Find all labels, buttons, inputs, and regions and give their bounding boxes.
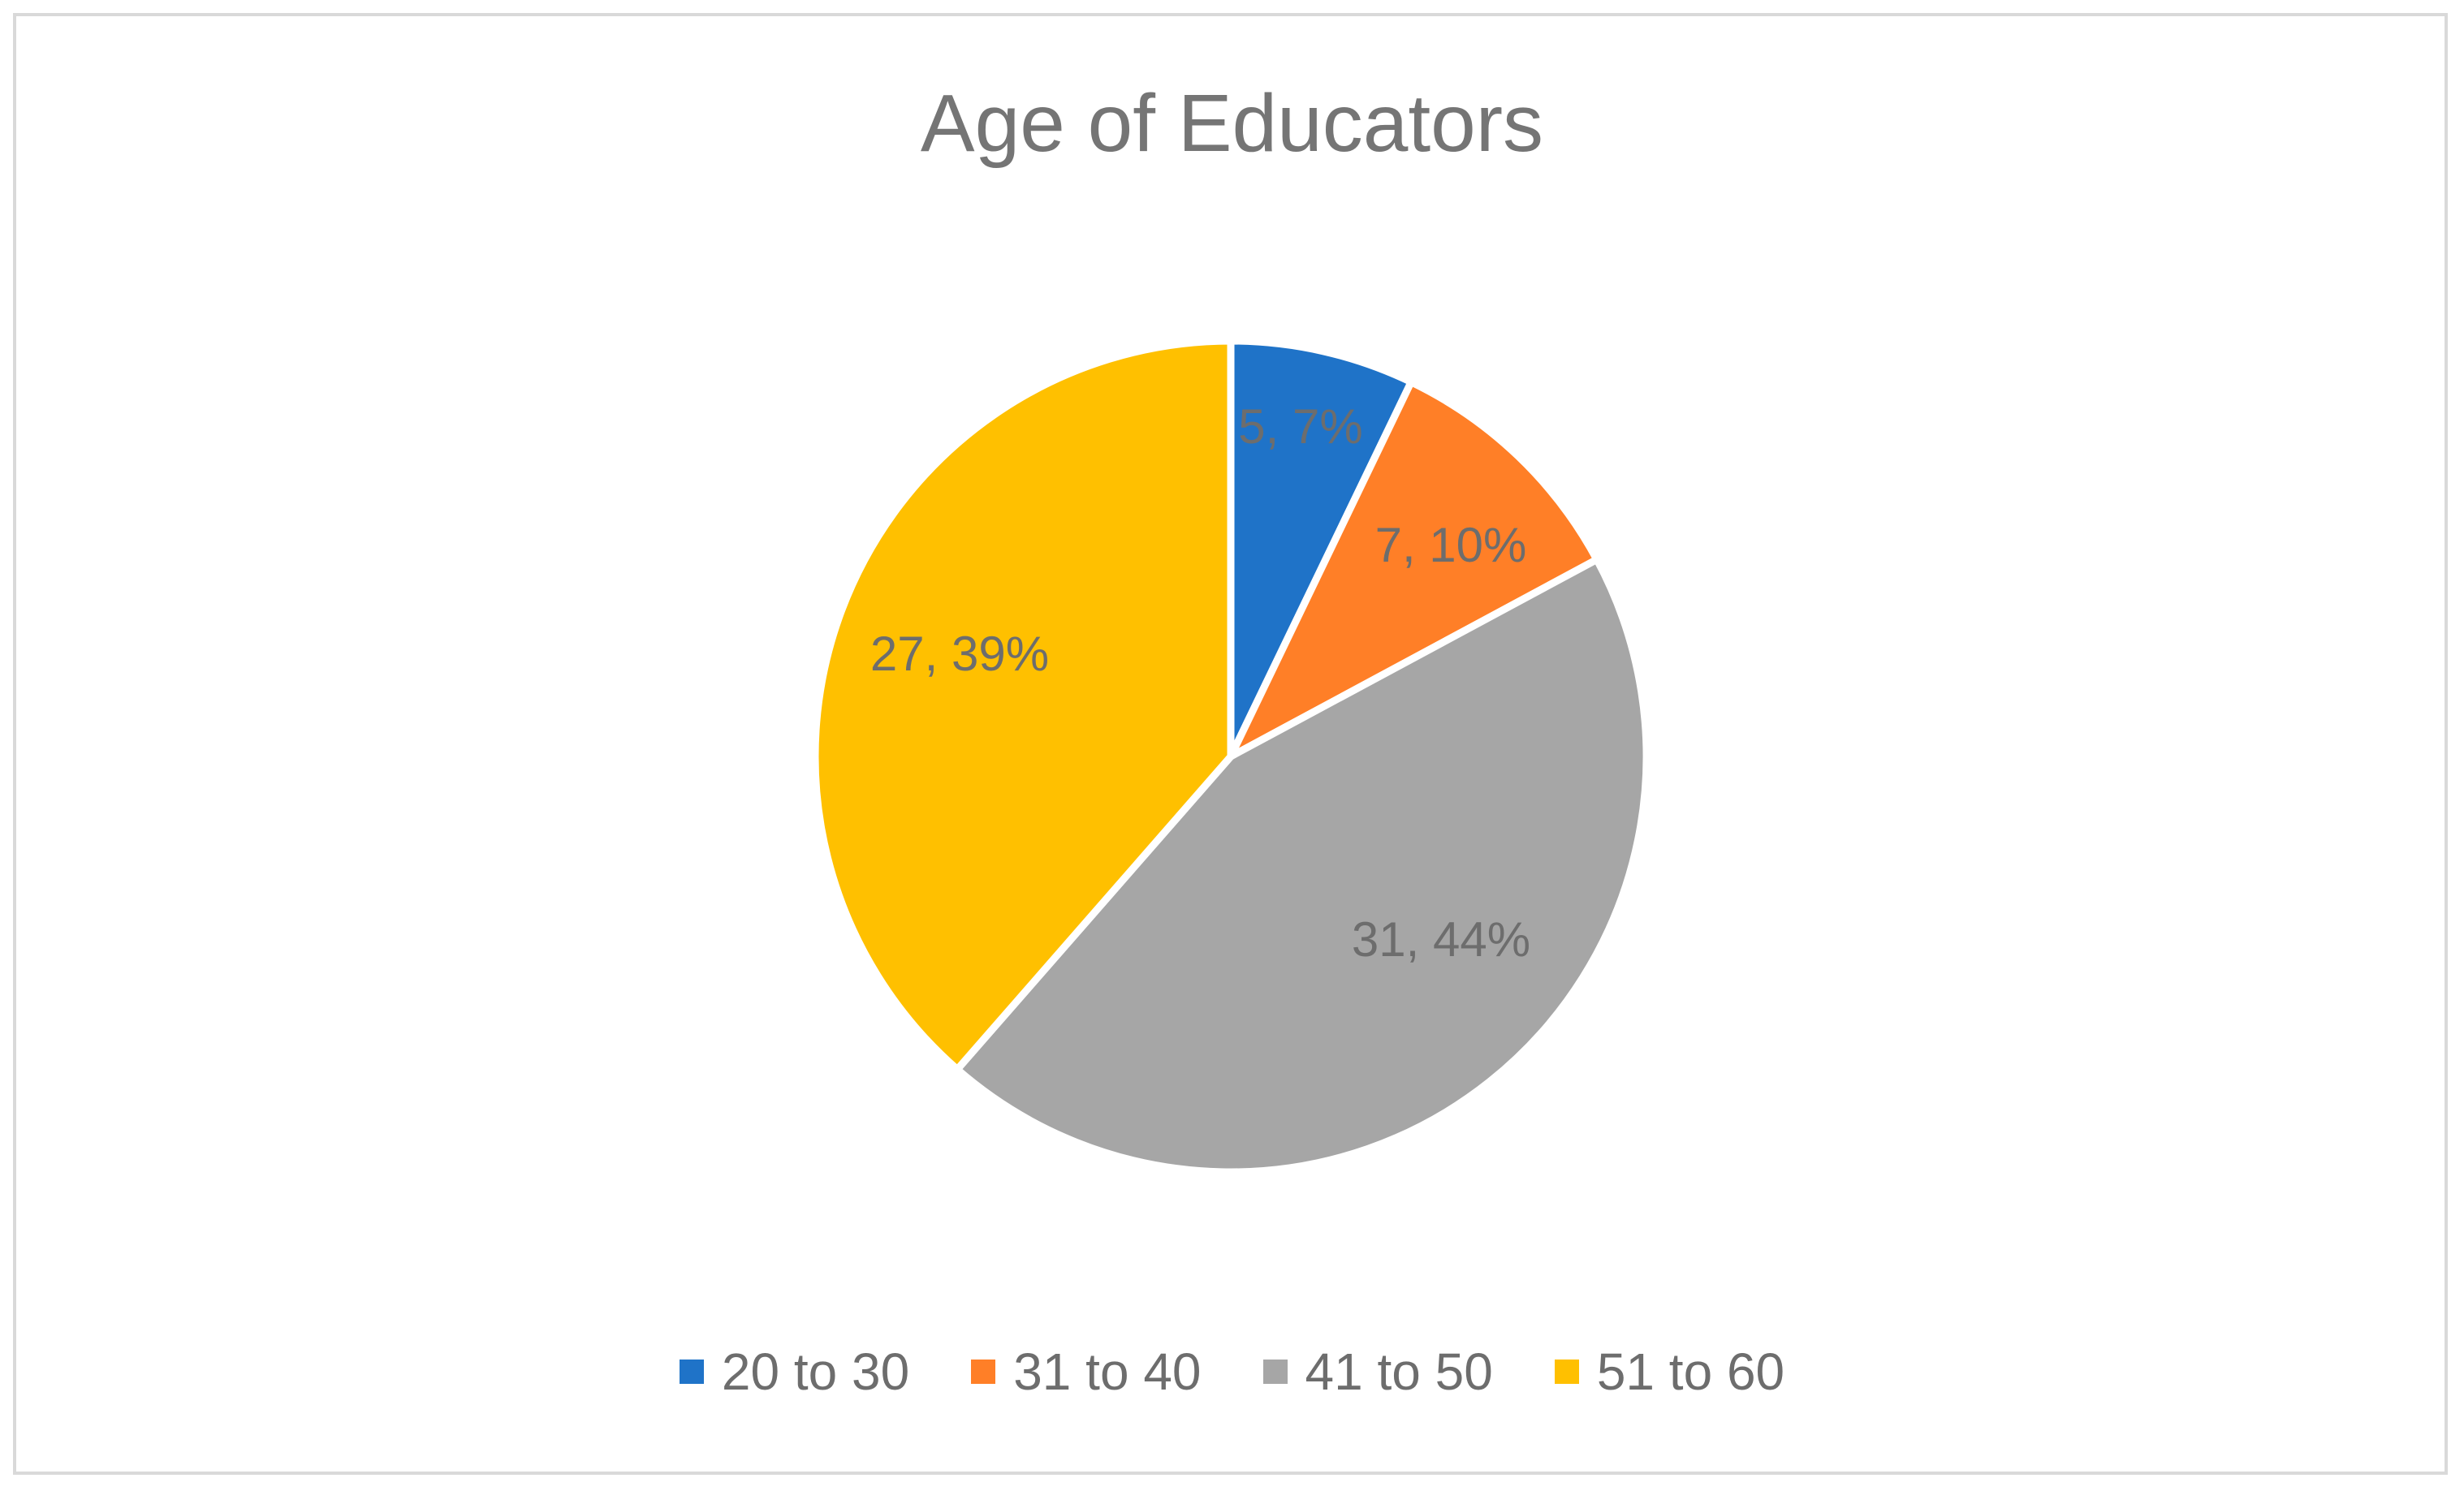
legend-label-51-to-60: 51 to 60 [1596,1342,1785,1401]
legend-item-51-to-60: 51 to 60 [1554,1339,1785,1404]
legend-label-20-to-30: 20 to 30 [721,1342,910,1401]
pie-slice-51-to-60 [811,337,1235,1074]
data-label-31-to-40: 7, 10% [1375,518,1527,572]
legend-swatch-41-to-50 [1262,1360,1288,1384]
legend-item-20-to-30: 20 to 30 [679,1339,910,1404]
legend-swatch-51-to-60 [1554,1360,1579,1384]
data-label-41-to-50: 31, 44% [1352,912,1530,967]
pie-slice-20-to-30 [1227,337,1415,761]
data-label-51-to-60: 27, 39% [870,627,1049,681]
legend: 20 to 30 31 to 40 41 to 50 51 to 60 [0,1339,2464,1404]
legend-label-31-to-40: 31 to 40 [1013,1342,1202,1401]
pie-slice-31-to-40 [1227,378,1601,761]
pie-slice-41-to-50 [953,555,1651,1176]
legend-swatch-20-to-30 [679,1360,704,1384]
legend-item-41-to-50: 41 to 50 [1262,1339,1493,1404]
chart-title: Age of Educators [920,78,1544,169]
legend-item-31-to-40: 31 to 40 [971,1339,1202,1404]
legend-swatch-31-to-40 [971,1360,996,1384]
data-label-20-to-30: 5, 7% [1238,399,1362,454]
legend-label-41-to-50: 41 to 50 [1305,1342,1493,1401]
